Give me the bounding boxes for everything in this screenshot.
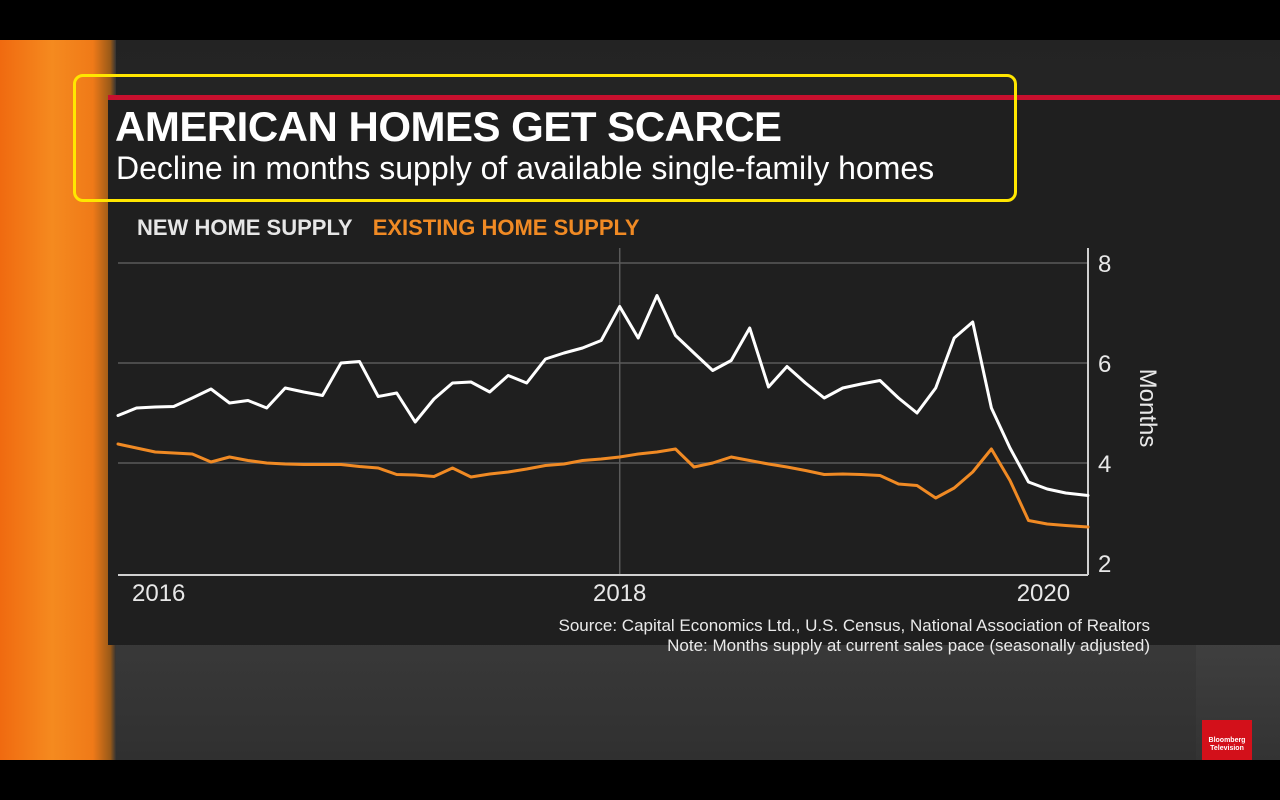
method-note: Note: Months supply at current sales pac… <box>667 636 1150 655</box>
x-tick-label-2018: 2018 <box>593 580 646 607</box>
accent-rule <box>108 95 1280 100</box>
chart-subtitle: Decline in months supply of available si… <box>116 150 935 186</box>
y-tick-label-6: 6 <box>1098 351 1111 378</box>
x-tick-label-2016: 2016 <box>132 580 185 607</box>
y-tick-label-8: 8 <box>1098 251 1111 278</box>
broadcast-frame: AMERICAN HOMES GET SCARCE Decline in mon… <box>0 40 1280 760</box>
bloomberg-logo: Bloomberg Television <box>1202 720 1252 760</box>
logo-text-line1: Bloomberg <box>1208 737 1246 744</box>
logo-text-line2: Television <box>1210 745 1244 752</box>
source-note: Source: Capital Economics Ltd., U.S. Cen… <box>558 616 1150 635</box>
legend-existing-home-supply: EXISTING HOME SUPPLY <box>372 215 640 240</box>
line-chart: 2 4 6 8 2016 2018 2020 Months <box>116 248 1161 607</box>
series-line-new-home-supply <box>116 294 1090 497</box>
x-tick-label-2020: 2020 <box>1017 580 1070 607</box>
chart-panel <box>108 95 1280 645</box>
chart-legend: NEW HOME SUPPLY EXISTING HOME SUPPLY <box>137 215 640 241</box>
legend-new-home-supply: NEW HOME SUPPLY <box>137 215 353 240</box>
y-tick-label-4: 4 <box>1098 451 1111 478</box>
title-highlight-box <box>73 74 1017 202</box>
y-tick-label-2: 2 <box>1098 551 1111 578</box>
y-axis-label: Months <box>1134 369 1161 448</box>
orange-side-stripe <box>0 40 116 760</box>
chart-title: AMERICAN HOMES GET SCARCE <box>115 103 782 150</box>
series-line-existing-home-supply <box>116 442 1090 529</box>
